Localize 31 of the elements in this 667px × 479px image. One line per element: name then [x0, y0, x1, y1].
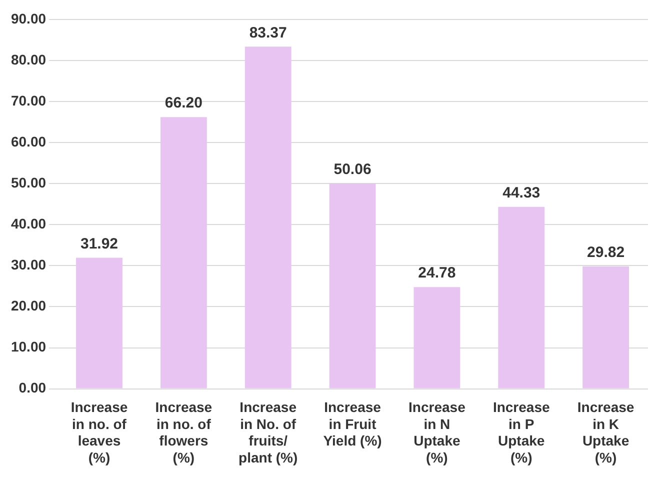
- bar: [329, 183, 376, 388]
- y-tick-label: 10.00: [10, 338, 46, 355]
- y-tick-label: 60.00: [10, 133, 46, 150]
- x-tick-label: Increase in no. of leaves (%): [70, 399, 128, 466]
- x-tick-label: Increase in Fruit Yield (%): [323, 399, 382, 449]
- data-label: 44.33: [502, 184, 540, 202]
- y-tick-label: 40.00: [10, 215, 46, 232]
- data-label: 29.82: [587, 244, 625, 262]
- bar: [76, 258, 122, 388]
- y-tick-label: 90.00: [10, 10, 46, 26]
- x-tick-label: Increase in no. of flowers (%): [155, 399, 212, 466]
- y-tick-label: 80.00: [10, 51, 46, 68]
- data-label: 31.92: [80, 235, 118, 252]
- x-tick-label: Increase in P Uptake (%): [492, 399, 550, 466]
- bar: [414, 287, 460, 388]
- data-label: 66.20: [164, 94, 202, 112]
- bar: [498, 206, 545, 388]
- y-tick-label: 30.00: [10, 256, 46, 273]
- data-label: 50.06: [334, 160, 372, 178]
- bar: [160, 117, 207, 388]
- data-label: 24.78: [418, 264, 456, 282]
- data-label: 83.37: [249, 24, 287, 42]
- bar: [244, 46, 292, 388]
- x-tick-label: Increase in K Uptake (%): [577, 399, 634, 466]
- y-tick-label: 70.00: [10, 92, 46, 108]
- y-tick-label: 50.00: [10, 174, 46, 190]
- y-tick-label: 20.00: [10, 298, 46, 314]
- bar: [582, 266, 630, 388]
- x-tick-label: Increase in No. of fruits/ plant (%): [238, 399, 298, 466]
- y-tick-label: 0.00: [18, 380, 46, 396]
- x-tick-label: Increase in N Uptake (%): [408, 399, 466, 466]
